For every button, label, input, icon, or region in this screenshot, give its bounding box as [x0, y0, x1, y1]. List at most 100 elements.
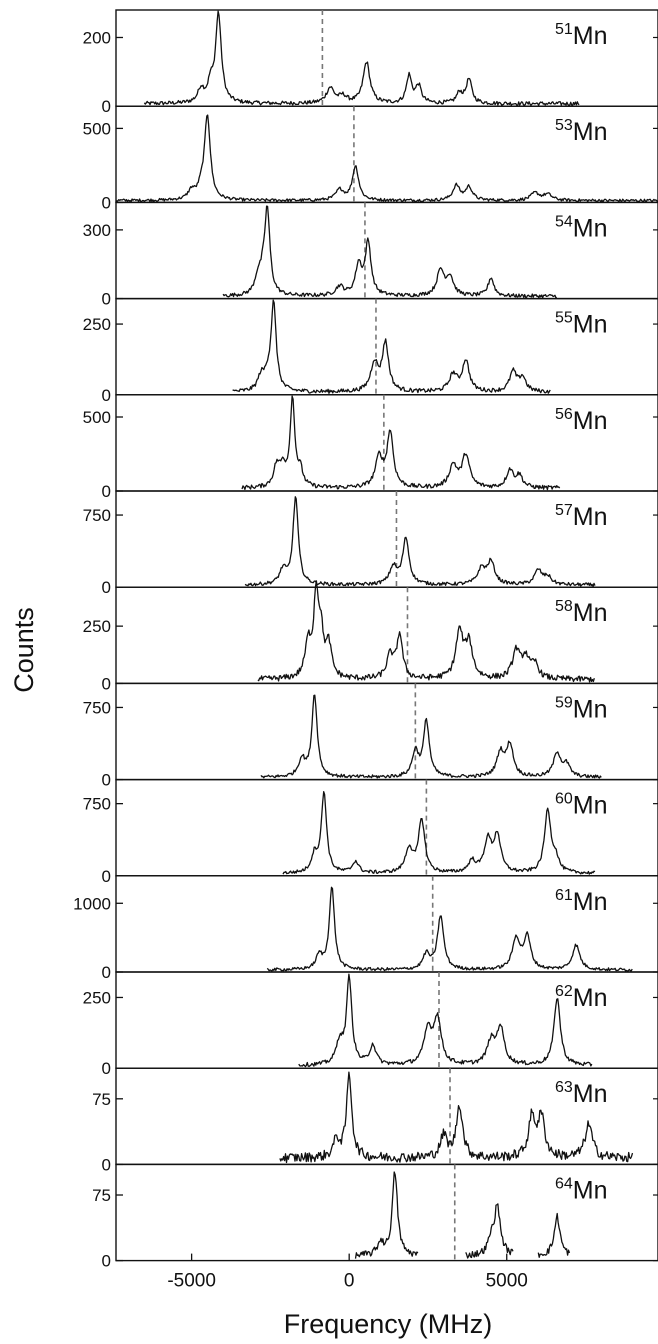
panel-58mn: 0 250 58Mn: [83, 580, 658, 693]
isotope-element: Mn: [573, 792, 608, 820]
y-tick-label: 0: [102, 867, 111, 886]
isotope-element: Mn: [573, 214, 608, 242]
x-tick-label: 0: [344, 1271, 355, 1292]
isotope-mass: 61: [555, 887, 573, 904]
y-tick-label: 0: [102, 1252, 111, 1271]
spectrum-line: [222, 205, 558, 299]
isotope-label: 61Mn: [555, 887, 608, 916]
isotope-element: Mn: [573, 599, 608, 627]
panel-62mn: 0 250 62Mn: [83, 971, 658, 1078]
y-tick-label: 0: [102, 963, 111, 982]
x-axis-label: Frequency (MHz): [284, 1309, 493, 1339]
y-tick-label: 250: [83, 617, 111, 636]
isotope-label: 60Mn: [555, 791, 608, 820]
y-tick-label: 0: [102, 386, 111, 405]
isotope-label: 63Mn: [555, 1079, 608, 1108]
spectrum-line: [279, 1071, 634, 1164]
panel-61mn: 0 1000 61Mn: [73, 875, 658, 982]
isotope-element: Mn: [573, 22, 608, 50]
spectrum-line: [260, 694, 602, 779]
y-tick-label: 0: [102, 97, 111, 116]
isotope-label: 53Mn: [555, 117, 608, 146]
y-tick-label: 0: [102, 674, 111, 693]
spectrum-line: [266, 886, 633, 972]
x-tick-label: 5000: [486, 1271, 528, 1292]
y-axis-label: Counts: [9, 607, 39, 693]
isotope-mass: 58: [555, 598, 573, 615]
spectrum-line: [354, 1171, 419, 1259]
spectrum-line: [257, 580, 595, 683]
isotope-element: Mn: [573, 407, 608, 435]
isotope-element: Mn: [573, 503, 608, 531]
isotope-element: Mn: [573, 1080, 608, 1108]
isotope-label: 55Mn: [555, 310, 608, 339]
y-tick-label: 250: [83, 315, 111, 334]
isotope-label: 54Mn: [555, 213, 608, 242]
spectrum-line: [465, 1203, 514, 1259]
isotope-label: 59Mn: [555, 694, 608, 723]
y-tick-label: 0: [102, 771, 111, 790]
x-axis: -5000 0 5000: [167, 1253, 528, 1292]
y-tick-label: 200: [83, 28, 111, 47]
isotope-mass: 51: [555, 21, 573, 38]
isotope-element: Mn: [573, 311, 608, 339]
panel-53mn: 0 500 53Mn: [83, 105, 658, 212]
y-tick-label: 75: [92, 1090, 111, 1109]
isotope-mass: 60: [555, 791, 573, 808]
y-tick-label: 750: [83, 698, 111, 717]
isotope-label: 51Mn: [555, 21, 608, 50]
x-tick-label: -5000: [167, 1271, 216, 1292]
isotope-label: 57Mn: [555, 502, 608, 531]
panel-55mn: 0 250 55Mn: [83, 297, 658, 405]
y-tick-label: 75: [92, 1186, 111, 1205]
isotope-element: Mn: [573, 888, 608, 916]
isotope-mass: 63: [555, 1079, 573, 1096]
isotope-mass: 53: [555, 117, 573, 134]
isotope-element: Mn: [573, 1176, 608, 1204]
panel-54mn: 0 300 54Mn: [83, 201, 658, 309]
isotope-element: Mn: [573, 695, 608, 723]
spectrum-line: [298, 973, 593, 1068]
spectrum-line: [115, 114, 658, 203]
y-tick-label: 0: [102, 290, 111, 309]
panel-64mn: 0 75 64Mn: [92, 1163, 658, 1271]
isotope-mass: 57: [555, 502, 573, 519]
y-tick-label: 750: [83, 795, 111, 814]
y-tick-label: 500: [83, 119, 111, 138]
isotope-label: 64Mn: [555, 1175, 608, 1204]
isotope-mass: 55: [555, 310, 573, 327]
panel-59mn: 0 750 59Mn: [83, 682, 658, 790]
panel-56mn: 0 500 56Mn: [83, 394, 658, 501]
isotope-mass: 56: [555, 406, 573, 423]
y-tick-label: 250: [83, 988, 111, 1007]
isotope-label: 62Mn: [555, 983, 608, 1012]
y-tick-label: 750: [83, 506, 111, 525]
isotope-element: Mn: [573, 118, 608, 146]
spectrum-line: [241, 395, 561, 491]
y-tick-label: 1000: [73, 894, 111, 913]
y-tick-label: 0: [102, 1155, 111, 1174]
panel-57mn: 0 750 57Mn: [83, 490, 658, 597]
isotope-mass: 54: [555, 213, 573, 230]
spectrum-line: [537, 1212, 571, 1258]
panel-frame: [115, 1163, 658, 1262]
y-tick-label: 0: [102, 482, 111, 501]
isotope-mass: 64: [555, 1175, 573, 1192]
spectrum-line: [244, 496, 596, 588]
spectrum-line: [143, 10, 580, 107]
isotope-mass: 62: [555, 983, 573, 1000]
y-tick-label: 500: [83, 408, 111, 427]
isotope-label: 58Mn: [555, 598, 608, 627]
spectrum-line: [232, 299, 551, 394]
spectrum-line: [282, 791, 596, 875]
y-tick-label: 300: [83, 221, 111, 240]
panel-60mn: 0 750 60Mn: [83, 778, 658, 886]
isotope-element: Mn: [573, 984, 608, 1012]
y-tick-label: 0: [102, 1059, 111, 1078]
panel-51mn: 0 200 51Mn: [83, 9, 658, 116]
isotope-mass: 59: [555, 694, 573, 711]
y-tick-label: 0: [102, 578, 111, 597]
y-tick-label: 0: [102, 193, 111, 212]
